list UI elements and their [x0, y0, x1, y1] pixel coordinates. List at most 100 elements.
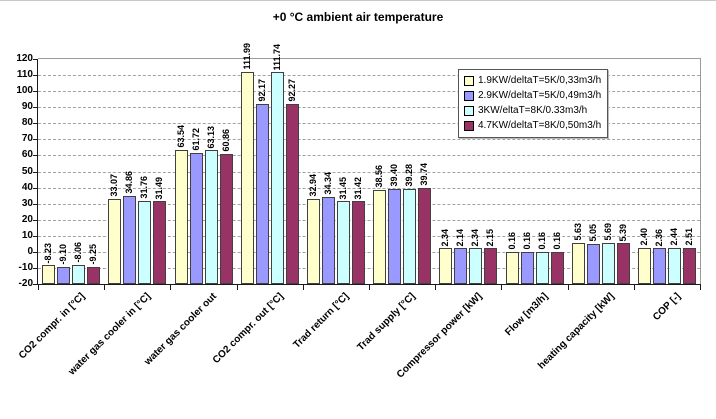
bar-s2-c2: [123, 195, 137, 284]
legend-series-label: 1.9KW/deltaT=5K/0,33m3/h: [478, 75, 602, 86]
bar-value-label: 32.94: [307, 174, 318, 197]
y-axis-tick: [33, 251, 38, 253]
category-label: CO2 compr. in [°C]: [16, 291, 87, 362]
y-axis-tick: [33, 123, 38, 125]
gridline: [38, 203, 700, 205]
y-axis-label: 120: [16, 53, 33, 64]
bar-value-label: 0.16: [506, 232, 517, 250]
bar-value-label: 63.54: [175, 125, 186, 148]
gridline: [38, 267, 700, 269]
legend-series-label: 3KW/eltaT=8K/0.33m3/h: [478, 105, 588, 116]
gridline: [38, 107, 700, 109]
category-label: Flow [m3/h]: [503, 291, 551, 339]
legend: 1.9KW/deltaT=5K/0,33m3/h 2.9KW/deltaT=5K/…: [458, 69, 609, 138]
bar-s4-c5: [351, 201, 365, 284]
bar-s4-c9: [616, 243, 630, 284]
bar-s4-c2: [153, 201, 167, 284]
bar-value-label: 31.49: [154, 176, 165, 200]
bar-s2-c7: [454, 248, 468, 284]
bar-s1-c8: [505, 251, 519, 284]
bar-s1-c2: [108, 198, 122, 284]
y-axis-label: 50: [21, 165, 33, 177]
gridline: [38, 251, 700, 253]
gridline: [38, 219, 700, 221]
category-label: COP [-]: [650, 291, 683, 324]
legend-item: 3KW/eltaT=8K/0.33m3/h: [464, 104, 601, 118]
bar-value-label: -8.23: [43, 242, 54, 264]
gridline: [38, 123, 700, 125]
y-axis-label: 10: [21, 229, 33, 241]
x-axis-tick: [435, 284, 436, 290]
y-axis-tick: [33, 155, 38, 157]
x-axis-tick: [369, 284, 370, 290]
x-axis-tick: [237, 284, 238, 290]
y-axis-tick: [33, 187, 38, 189]
y-axis-tick: [33, 203, 38, 205]
y-axis-tick: [33, 91, 38, 93]
y-axis-tick: [33, 235, 38, 237]
y-axis-label: 0: [27, 245, 33, 257]
bar-value-label: 2.40: [638, 228, 649, 246]
bar-value-label: 0.16: [551, 232, 562, 250]
x-axis-tick: [501, 284, 502, 290]
bar-value-label: 34.34: [322, 172, 333, 195]
category-label: Trad return [°C]: [291, 291, 352, 351]
legend-item: 2.9KW/deltaT=5K/0,49m3/h: [464, 89, 601, 103]
y-axis-tick: [33, 139, 38, 141]
bar-s2-c5: [321, 196, 335, 284]
bar-s4-c8: [550, 251, 564, 284]
gridline: [38, 155, 700, 157]
bar-value-label: 2.14: [455, 228, 466, 247]
bar-s2-c6: [388, 188, 402, 284]
bar-value-label: 38.56: [374, 165, 385, 188]
bar-s3-c5: [336, 201, 350, 284]
bar-s1-c9: [571, 242, 585, 284]
bar-s3-c3: [204, 150, 218, 284]
bar-s4-c7: [484, 248, 498, 284]
bar-value-label: 92.27: [286, 79, 297, 102]
x-axis-tick: [104, 284, 105, 290]
bar-s4-c6: [418, 188, 432, 284]
bar-value-label: 34.86: [124, 171, 135, 194]
bar-value-label: 31.42: [352, 176, 363, 200]
x-axis-tick: [170, 284, 171, 290]
category-label: CO2 compr. out [°C]: [210, 291, 286, 367]
legend-item: 1.9KW/deltaT=5K/0,33m3/h: [464, 74, 601, 88]
bar-value-label: 2.15: [485, 228, 496, 247]
category-label: heating capacity [kW]: [536, 291, 617, 372]
bar-s1-c6: [373, 189, 387, 284]
bar-s2-c4: [255, 103, 269, 284]
x-axis-tick: [303, 284, 304, 290]
bar-value-label: 5.05: [587, 224, 598, 242]
gridline: [38, 91, 700, 93]
category-label: Trad supply [°C]: [355, 291, 418, 354]
legend-item: 4.7KW/deltaT=8K/0,50m3/h: [464, 119, 601, 133]
y-axis-label: 20: [21, 213, 33, 225]
bar-s3-c9: [601, 242, 615, 284]
gridline: [38, 235, 700, 237]
x-axis-line: [37, 284, 700, 285]
bar-value-label: 111.74: [271, 43, 282, 71]
y-axis-tick: [33, 219, 38, 221]
plot-area: -8.23 -9.10 -8.06 -9.25 33.07 34.86 31.76 31.49…: [33, 43, 701, 290]
gridline: [38, 75, 700, 77]
x-axis-tick: [700, 284, 701, 290]
bar-s4-c4: [285, 103, 299, 284]
gridline: [38, 187, 700, 189]
bar-s4-c10: [682, 247, 696, 284]
bar-s1-c10: [637, 248, 651, 284]
bar-value-label: 39.74: [419, 163, 430, 186]
bar-value-label: 2.44: [668, 228, 679, 246]
y-axis-label: 110: [16, 69, 33, 81]
legend-swatch-icon: [464, 91, 474, 101]
bar-value-label: -9.10: [58, 243, 69, 265]
bar-s2-c9: [586, 243, 600, 284]
chart-title: +0 °C ambient air temperature: [272, 10, 444, 24]
bar-s3-c2: [138, 200, 152, 284]
bar-value-label: 92.17: [256, 79, 267, 102]
bar-s1-c7: [439, 248, 453, 284]
bar-s1-c4: [240, 71, 254, 284]
y-axis-label: 30: [21, 197, 33, 209]
bar-value-label: 5.69: [602, 223, 613, 241]
bar-s1-c3: [174, 149, 188, 284]
